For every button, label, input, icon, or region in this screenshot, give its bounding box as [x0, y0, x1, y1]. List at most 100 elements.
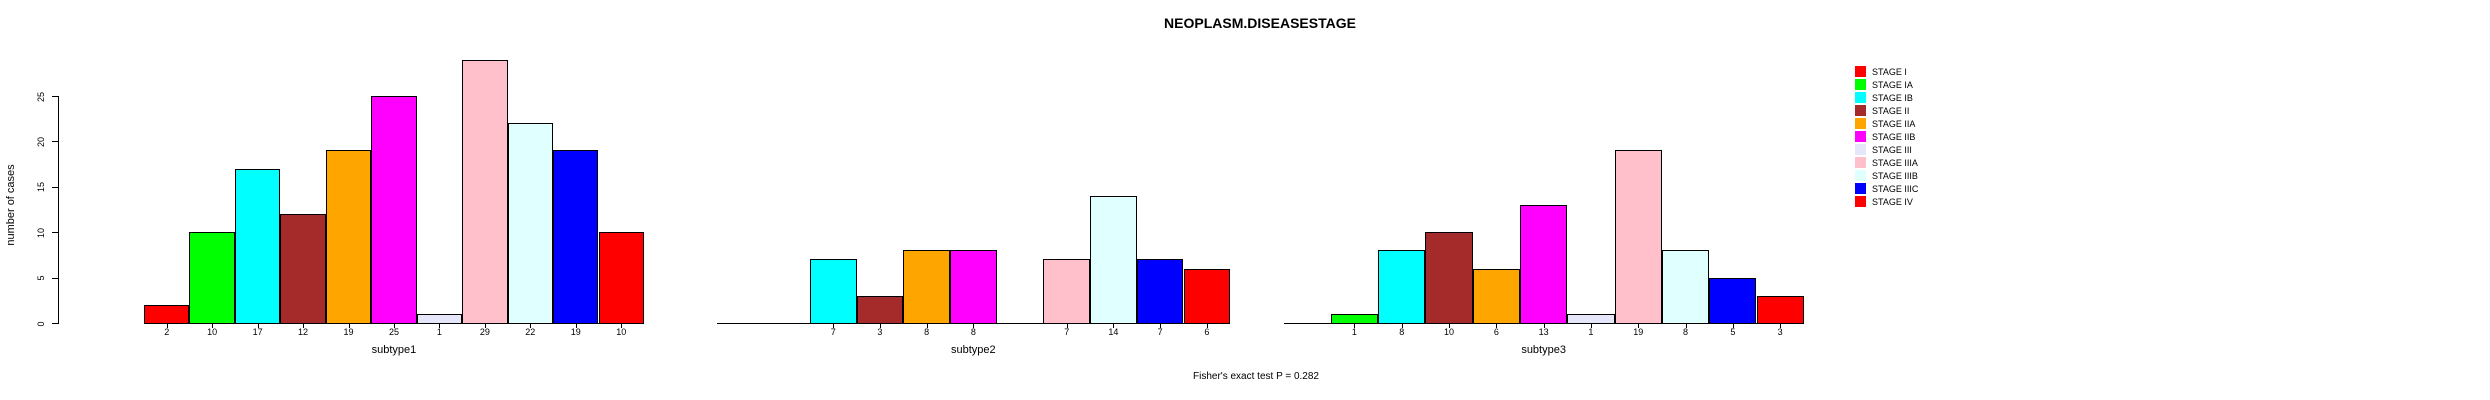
bar-stage-iiic — [553, 150, 599, 324]
legend-item: STAGE IV — [1855, 195, 1913, 208]
bar-stage-ia — [189, 232, 235, 324]
bar-value-label: 8 — [1399, 327, 1405, 337]
legend-item: STAGE IIIA — [1855, 156, 1918, 169]
bar-stage-iia — [1472, 269, 1520, 324]
x-axis-tick — [303, 324, 305, 328]
bar-stage-i — [144, 305, 190, 324]
bar-stage-iiib — [507, 123, 554, 324]
y-axis-tick — [52, 277, 58, 279]
legend-label: STAGE IIIB — [1872, 170, 1918, 181]
x-axis-tick — [257, 324, 259, 328]
legend-label: STAGE IB — [1872, 92, 1913, 103]
bar-stage-iib — [371, 96, 417, 324]
bar-stage-ib — [1378, 250, 1426, 324]
legend-item: STAGE II — [1855, 104, 1909, 117]
x-axis-tick — [439, 324, 441, 328]
x-axis-tick — [575, 324, 577, 328]
bar-value-label: 19 — [1633, 327, 1644, 337]
bar-value-label: 10 — [207, 327, 218, 337]
bar-value-label: 19 — [570, 327, 581, 337]
bar-stage-iib — [950, 250, 997, 324]
x-axis-tick — [926, 324, 928, 328]
bar-stage-iv — [598, 232, 644, 324]
legend-item: STAGE IA — [1855, 78, 1913, 91]
y-axis-tick-label: 10 — [36, 227, 46, 238]
x-axis-tick — [166, 324, 168, 328]
legend-label: STAGE II — [1872, 105, 1910, 116]
bar-stage-iv — [1756, 296, 1804, 324]
x-axis-tick — [1160, 324, 1162, 328]
bar-value-label: 8 — [924, 327, 930, 337]
bar-value-label: 17 — [252, 327, 263, 337]
legend-swatch — [1855, 144, 1866, 155]
y-axis-line — [58, 96, 59, 324]
bar-value-label: 2 — [164, 327, 170, 337]
legend-label: STAGE IIA — [1872, 118, 1916, 129]
bar-stage-iiia — [1043, 259, 1091, 324]
bar-value-label: 29 — [479, 327, 490, 337]
x-axis-tick — [484, 324, 486, 328]
y-axis-tick-label: 5 — [36, 275, 46, 281]
legend-swatch — [1855, 66, 1866, 77]
legend-item: STAGE IIIB — [1855, 169, 1918, 182]
bar-value-label: 1 — [1588, 327, 1594, 337]
x-axis-tick — [1066, 324, 1068, 328]
x-axis-tick — [212, 324, 214, 328]
x-axis-tick — [1638, 324, 1640, 328]
bar-value-label: 3 — [877, 327, 883, 337]
legend-label: STAGE IV — [1872, 196, 1913, 207]
y-axis-tick-label: 15 — [36, 182, 46, 193]
legend-item: STAGE IB — [1855, 91, 1913, 104]
bar-value-label: 5 — [1730, 327, 1736, 337]
bar-value-label: 8 — [970, 327, 976, 337]
x-axis-tick — [1206, 324, 1208, 328]
legend-swatch — [1855, 196, 1866, 207]
legend-swatch — [1855, 183, 1866, 194]
fisher-test-annotation: Fisher's exact test P = 0.282 — [1193, 371, 1319, 382]
bar-value-label: 19 — [343, 327, 354, 337]
bar-stage-iia — [903, 250, 950, 324]
legend-swatch — [1855, 157, 1866, 168]
legend-item: STAGE III — [1855, 143, 1912, 156]
legend-label: STAGE III — [1872, 144, 1912, 155]
legend-label: STAGE IIIC — [1872, 183, 1919, 194]
bar-stage-iii — [416, 314, 463, 324]
bar-stage-ib — [809, 259, 857, 324]
y-axis-tick — [52, 141, 58, 143]
bar-value-label: 25 — [388, 327, 399, 337]
bar-value-label: 1 — [1351, 327, 1357, 337]
y-axis-title: number of cases — [5, 164, 17, 246]
bar-value-label: 10 — [1444, 327, 1455, 337]
bar-stage-iiic — [1136, 259, 1184, 324]
bar-stage-iii — [1567, 314, 1615, 324]
bar-stage-iiic — [1709, 278, 1757, 324]
bar-value-label: 7 — [1157, 327, 1163, 337]
bar-stage-iv — [1183, 269, 1231, 324]
group-label-subtype1: subtype1 — [371, 344, 417, 356]
x-axis-tick — [973, 324, 975, 328]
legend-item: STAGE I — [1855, 65, 1907, 78]
bar-stage-iiib — [1661, 250, 1710, 324]
x-axis-tick — [1780, 324, 1782, 328]
bar-stage-ii — [856, 296, 904, 324]
x-axis-tick — [1401, 324, 1403, 328]
bar-value-label: 8 — [1683, 327, 1689, 337]
x-axis-tick — [621, 324, 623, 328]
x-axis-tick — [1354, 324, 1356, 328]
bar-value-label: 10 — [616, 327, 627, 337]
bar-value-label: 14 — [1108, 327, 1119, 337]
x-axis-tick — [1496, 324, 1498, 328]
bar-value-label: 12 — [298, 327, 309, 337]
legend-item: STAGE IIB — [1855, 130, 1915, 143]
bar-stage-iiia — [462, 60, 508, 324]
x-axis-tick — [1590, 324, 1592, 328]
bar-value-label: 6 — [1493, 327, 1499, 337]
legend-swatch — [1855, 79, 1866, 90]
bar-stage-iib — [1520, 205, 1568, 324]
x-axis-tick — [348, 324, 350, 328]
x-axis-tick — [1449, 324, 1451, 328]
bar-stage-iiia — [1614, 150, 1662, 324]
legend-label: STAGE IIB — [1872, 131, 1916, 142]
bar-stage-ii — [280, 214, 326, 324]
